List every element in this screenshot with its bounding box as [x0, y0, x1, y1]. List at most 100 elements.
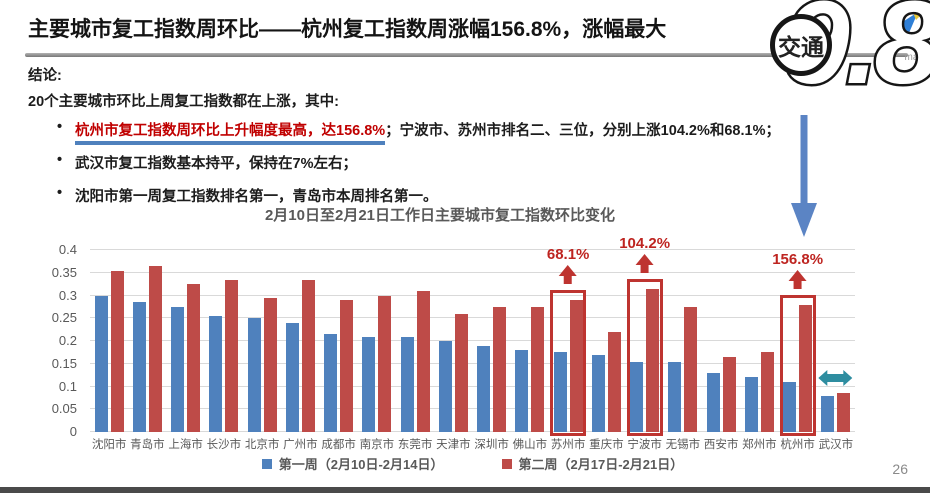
bar-week2 [837, 393, 851, 432]
highlight-box [550, 290, 587, 436]
bar-week2 [454, 313, 468, 432]
x-tick-label: 广州市 [283, 439, 318, 451]
growth-annotation: 156.8% [772, 251, 823, 289]
bar-week2 [378, 295, 392, 432]
up-arrow-stem [564, 276, 573, 284]
highlight-box [779, 294, 816, 436]
conclusions-intro: 20个主要城市环比上周复工指数都在上涨，其中: [28, 94, 339, 110]
bar-week1 [94, 295, 108, 432]
bar-group [243, 250, 281, 432]
bar-week2 [187, 284, 201, 432]
y-tick-label: 0.35 [51, 264, 77, 280]
finding-text: 武汉市复工指数基本持平，保持在7%左右； [75, 156, 357, 172]
gridline [90, 294, 855, 296]
flat-arrow-icon [818, 368, 853, 388]
legend-item-week1: 第一周（2月10日-2月14日） [261, 454, 444, 473]
y-tick-label: 0.2 [58, 333, 77, 348]
bar-group [740, 250, 778, 432]
y-axis: 0 0.05 0.1 0.15 0.2 0.25 0.3 0.35 0.4 [38, 242, 83, 439]
conclusion-item: • 沈阳市第一周复工指数排名第一，青岛市本周排名第一。 [28, 185, 780, 206]
bar-week1 [362, 336, 376, 432]
x-tick-label: 深圳市 [474, 439, 509, 451]
bullet-icon: • [57, 152, 63, 168]
bar-week1 [171, 306, 185, 432]
bar-week1 [209, 316, 223, 432]
bar-chart: 2月10日至2月21日工作日主要城市复工指数环比变化 0 0.05 0.1 0.15 0… [0, 196, 930, 486]
bar-week2 [110, 270, 124, 432]
bar-week1 [553, 352, 567, 432]
growth-label: 68.1% [546, 246, 590, 263]
down-arrow-icon [791, 115, 817, 239]
bar-week1 [744, 377, 758, 432]
gridline [90, 271, 855, 273]
bar-group [473, 250, 511, 432]
x-tick-label: 成都市 [321, 439, 356, 451]
x-tick-label: 宁波市 [627, 439, 662, 451]
bar-week1 [591, 354, 605, 432]
watermark: map 9.8 交通 [746, 0, 930, 132]
bar-week2 [148, 265, 162, 432]
up-arrow-icon [635, 253, 654, 265]
bar-week1 [400, 336, 414, 432]
growth-annotation: 68.1% [546, 246, 590, 284]
x-tick-label: 北京市 [244, 439, 280, 451]
bar-week1 [783, 381, 797, 432]
gridline [90, 385, 855, 387]
x-tick-label: 西安市 [703, 439, 739, 451]
up-arrow-icon [788, 269, 807, 281]
bar-group [702, 250, 740, 432]
y-tick-label: 0.25 [51, 310, 77, 326]
conclusion-item: • 武汉市复工指数基本持平，保持在7%左右； [28, 152, 780, 173]
page-number: 26 [892, 461, 908, 477]
legend-item-week2: 第二周（2月17日-2月21日） [501, 454, 684, 473]
week2-swatch-icon [501, 458, 512, 469]
plot-area: 68.1% 104.2% 156.8% [90, 235, 855, 436]
bar-week1 [630, 361, 644, 432]
gridline [90, 431, 855, 432]
bar-group [320, 250, 358, 432]
bar-group: 104.2% [619, 235, 670, 436]
bar-week1 [132, 302, 146, 432]
x-tick-label: 佛山市 [512, 439, 548, 451]
conclusions-list: • 杭州市复工指数周环比上升幅度最高，达156.8%；宁波市、苏州市排名二、三位… [28, 119, 780, 206]
legend-label-week2: 第二周（2月17日-2月21日） [518, 457, 684, 472]
bar-week1 [324, 334, 338, 432]
page-title: 主要城市复工指数周环比——杭州复工指数周涨幅156.8%，涨幅最大 [28, 18, 667, 41]
gridline [90, 317, 855, 319]
finding-rest: ；宁波市、苏州市排名二、三位，分别上涨104.2%和68.1%； [385, 123, 780, 139]
chart-title: 2月10日至2月21日工作日主要城市复工指数环比变化 [264, 207, 616, 224]
bar-group [167, 250, 205, 432]
x-tick-label: 上海市 [168, 439, 203, 451]
gridline [90, 362, 855, 364]
x-tick-label: 无锡市 [665, 439, 701, 451]
gridline [90, 408, 855, 410]
bar-group [90, 250, 128, 432]
bar-week2 [416, 291, 430, 432]
highlight-box [626, 278, 663, 436]
bar-week1 [477, 345, 491, 432]
bar-week2 [493, 306, 507, 432]
bar-week2 [722, 356, 736, 432]
bars-row: 68.1% 104.2% 156.8% [90, 235, 855, 436]
x-axis: 沈阳市 青岛市 上海市 长沙市 北京市 广州市 成都市 南京市 东莞市 天津市 深圳市 佛山市 苏州市重… [90, 436, 855, 452]
bar-group [396, 250, 434, 432]
bar-week2 [684, 306, 698, 432]
gridline [90, 249, 855, 250]
bar-group [817, 250, 855, 432]
up-arrow-icon [559, 265, 578, 276]
bar-week2 [531, 306, 545, 432]
bar-week1 [438, 341, 452, 432]
legend-label-week1: 第一周（2月10日-2月14日） [278, 457, 444, 472]
y-tick-label: 0.3 [58, 287, 77, 303]
legend: 第一周（2月10日-2月14日） 第二周（2月17日-2月21日） [90, 454, 855, 473]
x-tick-label: 天津市 [436, 439, 471, 451]
bar-week2 [799, 304, 813, 432]
bullet-icon: • [57, 185, 63, 201]
up-arrow-stem [640, 264, 649, 273]
y-tick-label: 0.15 [51, 355, 77, 371]
conclusions-block: 结论: 20个主要城市环比上周复工指数都在上涨，其中: • 杭州市复工指数周环比… [28, 64, 780, 218]
conclusion-item: • 杭州市复工指数周环比上升幅度最高，达156.8%；宁波市、苏州市排名二、三位… [28, 119, 780, 145]
bullet-icon: • [57, 119, 63, 135]
x-tick-label: 南京市 [359, 439, 395, 451]
x-tick-label: 重庆市 [589, 439, 624, 451]
